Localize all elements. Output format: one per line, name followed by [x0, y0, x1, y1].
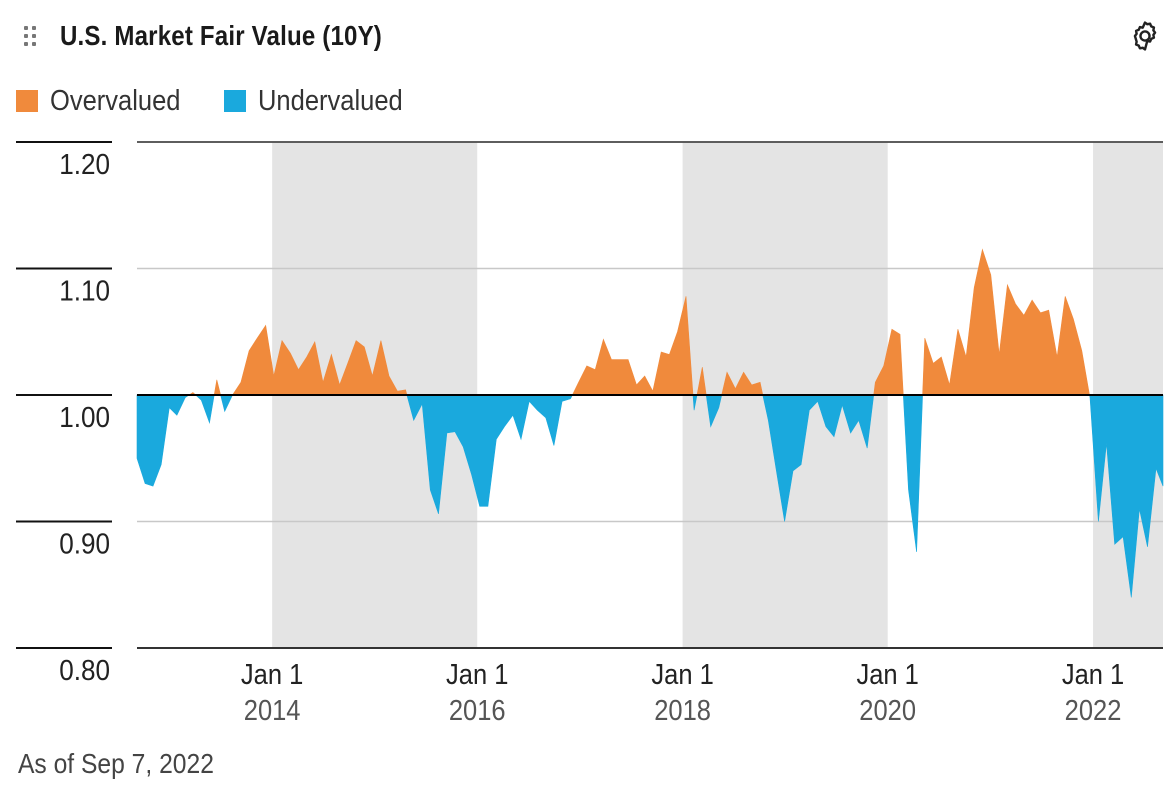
x-tick-label-3: Jan 1 [856, 657, 918, 690]
undervalued-area-0 [136, 394, 191, 487]
legend-item-overvalued[interactable]: Overvalued [16, 85, 198, 118]
undervalued-area-14 [902, 394, 923, 552]
as-of-date: As of Sep 7, 2022 [18, 748, 214, 779]
y-tick-label-1: 1.10 [59, 274, 110, 307]
overvalued-area-11 [721, 371, 764, 396]
x-tick-year-1: 2016 [449, 693, 506, 726]
legend-label-undervalued: Undervalued [258, 84, 404, 117]
x-tick-year-0: 2014 [244, 693, 301, 726]
legend-item-undervalued[interactable]: Undervalued [224, 85, 422, 118]
legend-label-overvalued: Overvalued [50, 84, 181, 117]
undervalued-area-2 [194, 394, 215, 424]
chart-header: U.S. Market Fair Value (10Y) [0, 0, 1170, 80]
overvalued-area-3 [213, 379, 221, 396]
x-tick-year-2: 2018 [654, 693, 711, 726]
legend-swatch-overvalued [16, 90, 38, 112]
x-tick-label-1: Jan 1 [446, 657, 508, 690]
undervalued-area-4 [220, 394, 233, 413]
y-tick-label-4: 0.80 [59, 654, 110, 687]
undervalued-area-6 [406, 394, 573, 514]
y-tick-label-2: 1.00 [59, 401, 110, 434]
x-tick-label-0: Jan 1 [241, 657, 303, 690]
undervalued-area-16 [1089, 394, 1164, 598]
x-tick-year-3: 2020 [859, 693, 916, 726]
gear-icon[interactable] [1128, 19, 1162, 53]
x-tick-label-4: Jan 1 [1062, 657, 1124, 690]
overvalued-area-15 [922, 248, 1090, 396]
chart-legend: Overvalued Undervalued [16, 84, 449, 118]
x-tick-year-4: 2022 [1065, 693, 1122, 726]
x-tick-label-2: Jan 1 [651, 657, 713, 690]
y-tick-label-0: 1.20 [59, 148, 110, 181]
y-tick-label-3: 0.90 [59, 527, 110, 560]
drag-handle-icon[interactable] [22, 24, 42, 52]
legend-swatch-undervalued [224, 90, 247, 112]
undervalued-area-12 [762, 394, 875, 522]
overvalued-area-7 [571, 296, 694, 396]
overvalued-area-5 [231, 324, 408, 396]
page-title: U.S. Market Fair Value (10Y) [60, 20, 383, 51]
